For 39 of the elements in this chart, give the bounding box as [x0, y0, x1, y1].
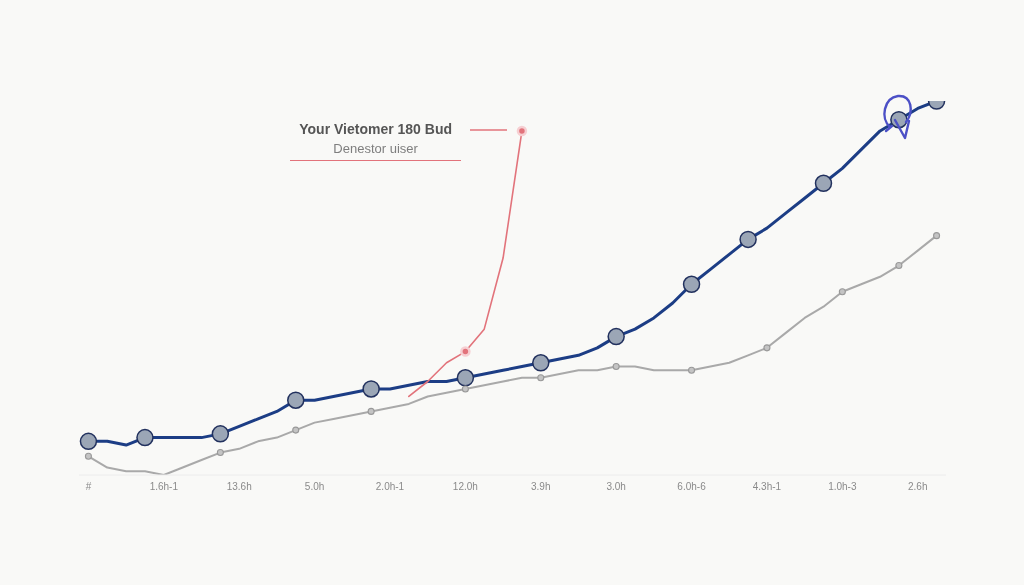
- x-tick-label: 3.0h: [606, 481, 626, 493]
- point: [460, 346, 471, 357]
- point: [838, 288, 846, 296]
- point: [532, 354, 550, 372]
- point: [537, 374, 545, 382]
- point: [84, 452, 92, 460]
- x-tick-label: 2.6h: [907, 481, 928, 493]
- point: [895, 262, 903, 270]
- point: [362, 380, 380, 398]
- point: [367, 407, 375, 415]
- x-tick-label: 1.0h-3: [828, 481, 857, 493]
- point: [211, 425, 230, 443]
- point: [287, 391, 305, 409]
- point: [461, 385, 469, 393]
- x-tick-label: 6.0h-6: [677, 481, 707, 493]
- x-tick-label: 13.6h: [226, 481, 252, 493]
- point: [933, 232, 941, 240]
- point: [79, 432, 98, 451]
- point: [739, 230, 757, 249]
- point: [292, 426, 300, 434]
- x-tick-label: 2.0h-1: [375, 481, 405, 493]
- x-tick-label: 3.9h: [531, 481, 551, 493]
- point: [607, 327, 625, 346]
- x-tick-label: 12.0h: [452, 481, 478, 493]
- x-tick-label: #: [85, 481, 92, 493]
- point: [682, 275, 701, 294]
- point: [216, 449, 224, 457]
- point: [516, 125, 528, 137]
- point: [456, 369, 475, 387]
- point: [763, 344, 771, 352]
- point: [612, 362, 620, 371]
- annotation: Denestor uiser: [332, 140, 419, 158]
- x-tick-label: 5.0h: [304, 481, 325, 493]
- point: [136, 428, 154, 447]
- point: [688, 366, 696, 374]
- x-tick-label: 4.3h-1: [752, 481, 782, 493]
- annotation: Your Vietomer 180 Bud: [299, 120, 452, 139]
- point: [814, 174, 833, 193]
- x-tick-label: 1.6h-1: [149, 481, 179, 493]
